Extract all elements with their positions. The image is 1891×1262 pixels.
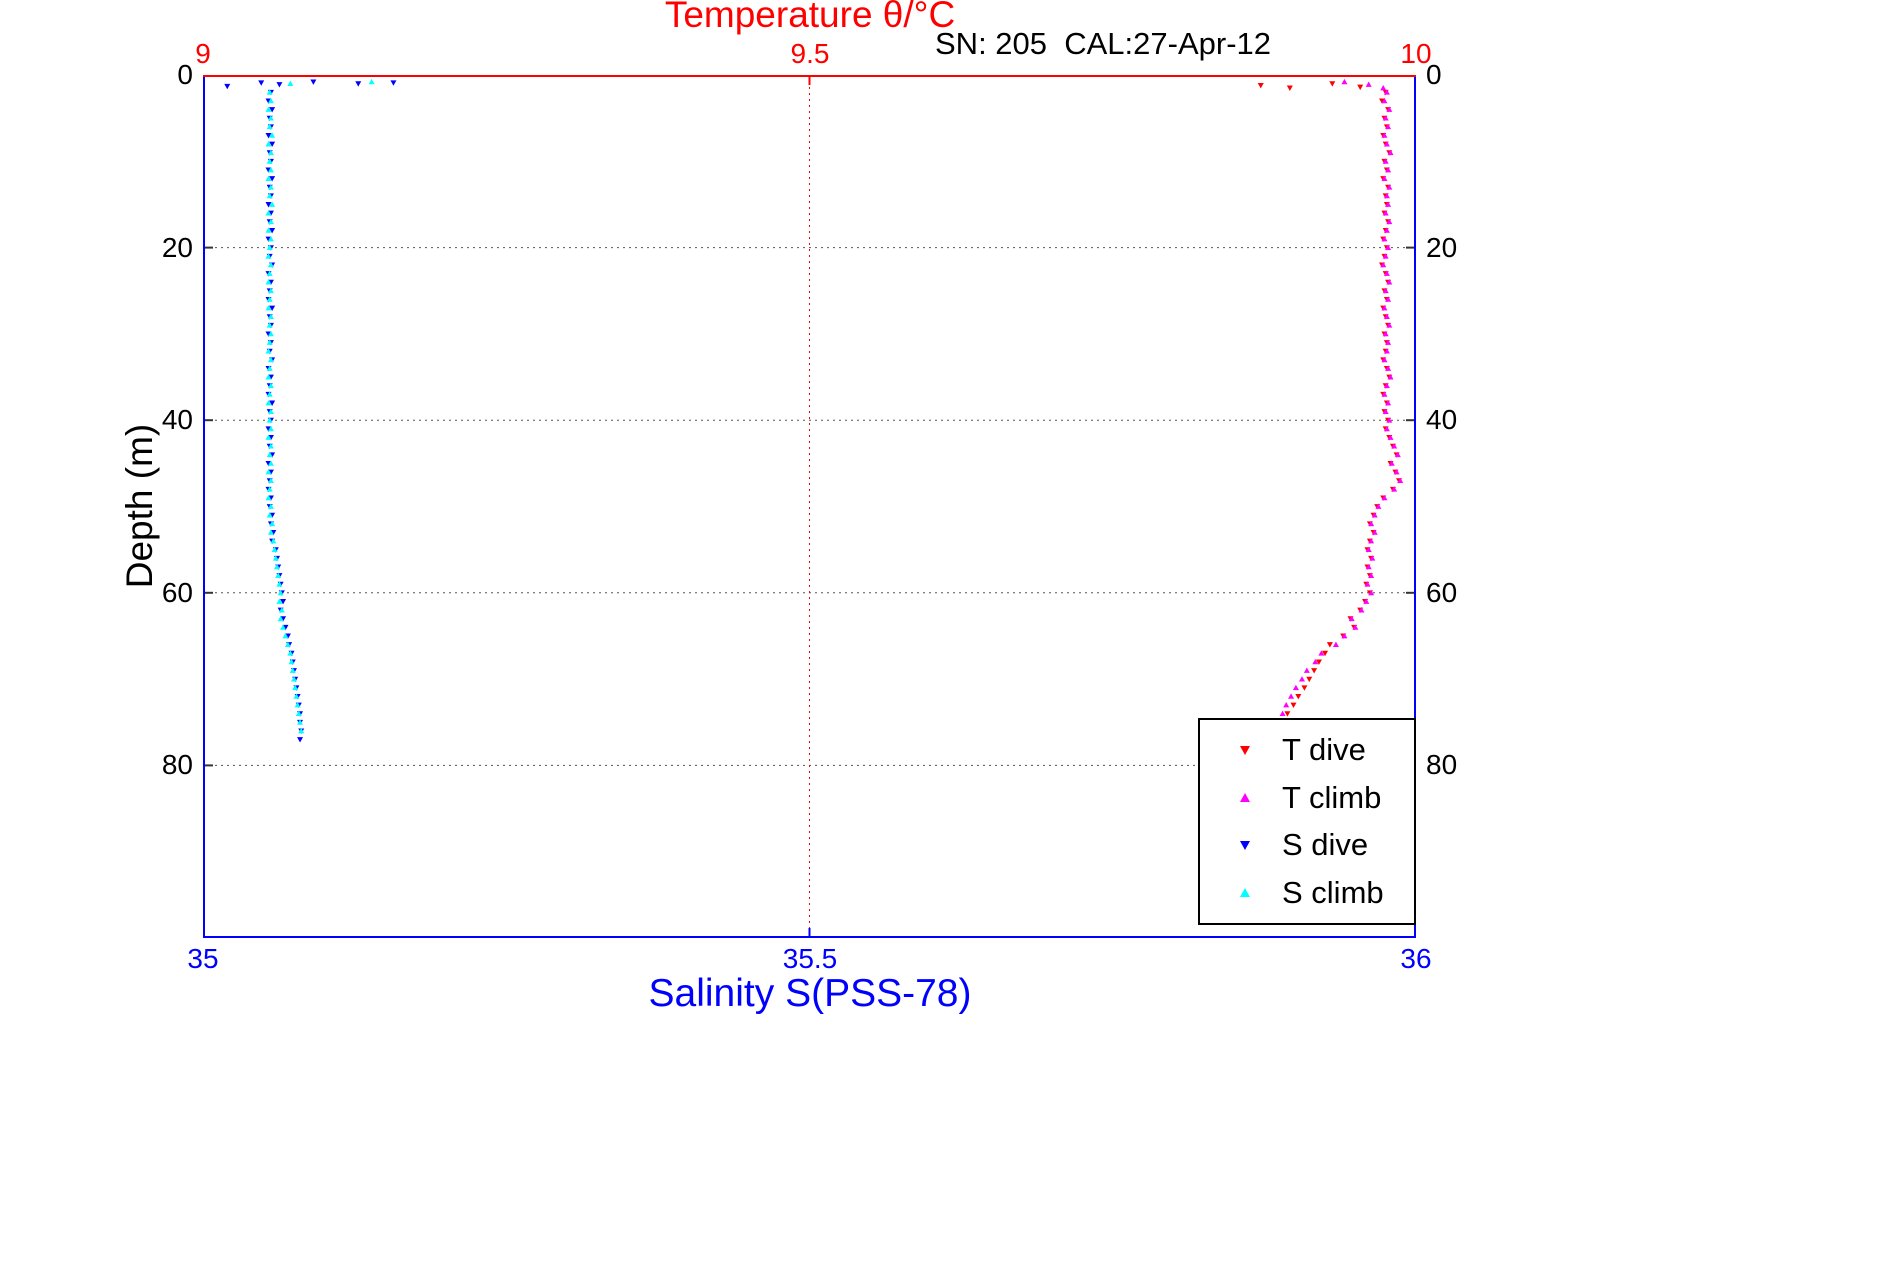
bottom-tick-35p5: 35.5 — [782, 943, 838, 974]
legend: T dive T climb S dive S climb — [1198, 718, 1416, 925]
right-tick-80: 80 — [1426, 749, 1458, 780]
right-tick-40: 40 — [1426, 404, 1458, 435]
legend-label-t-climb: T climb — [1282, 779, 1382, 815]
right-tick-0: 0 — [1426, 59, 1442, 90]
legend-item-s-climb: S climb — [1200, 875, 1414, 911]
right-tick-20: 20 — [1426, 232, 1458, 263]
t-dive-marker-icon — [1240, 745, 1250, 755]
x-axis-label-bottom: Salinity S(PSS-78) — [648, 972, 972, 1015]
legend-item-t-dive: T dive — [1200, 732, 1414, 768]
right-tick-60: 60 — [1426, 577, 1458, 608]
legend-label-s-dive: S dive — [1282, 827, 1369, 863]
top-tick-10: 10 — [1400, 38, 1432, 69]
top-tick-9p5: 9.5 — [790, 38, 830, 69]
bottom-tick-35: 35 — [187, 943, 219, 974]
data-points — [224, 78, 1404, 743]
gridlines — [203, 75, 1416, 938]
legend-label-t-dive: T dive — [1282, 731, 1366, 767]
left-tick-80: 80 — [161, 749, 193, 780]
legend-item-s-dive: S dive — [1200, 827, 1414, 863]
bottom-tick-36: 36 — [1400, 943, 1432, 974]
left-tick-60: 60 — [161, 577, 193, 608]
y-axis-label: Depth (m) — [119, 423, 160, 589]
chart-title: Temperature θ/°C — [664, 0, 956, 35]
left-tick-40: 40 — [161, 404, 193, 435]
top-tick-9: 9 — [195, 38, 211, 69]
left-tick-0: 0 — [177, 59, 193, 90]
s-climb-marker-icon — [1240, 888, 1250, 898]
t-climb-marker-icon — [1240, 792, 1250, 802]
chart-subtitle: SN: 205 CAL:27-Apr-12 — [935, 26, 1272, 61]
left-tick-20: 20 — [161, 232, 193, 263]
s-dive-marker-icon — [1240, 841, 1250, 851]
plot-area — [203, 75, 1416, 938]
legend-item-t-climb: T climb — [1200, 780, 1414, 816]
legend-label-s-climb: S climb — [1282, 875, 1384, 911]
